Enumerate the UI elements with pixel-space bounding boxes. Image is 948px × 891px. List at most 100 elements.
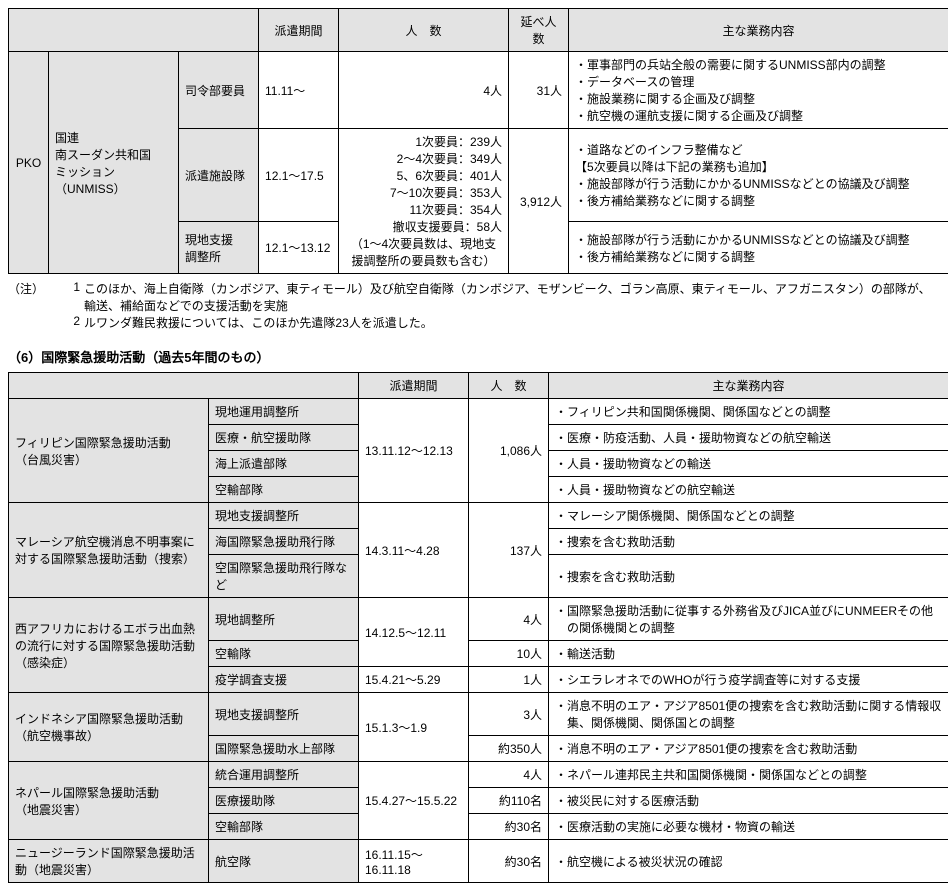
group-name-cell: インドネシア国際緊急援助活動（航空機事故） [9, 693, 209, 762]
pko-label: PKO [9, 52, 49, 274]
duties-cell: ・人員・援助物資などの航空輸送 [549, 477, 948, 503]
unit-cell: 海国際緊急援助飛行隊 [209, 529, 359, 555]
people-line: 1次要員：239人 [345, 133, 502, 150]
unit-cell: 国際緊急援助水上部隊 [209, 736, 359, 762]
duty-line: ・医療活動の実施に必要な機材・物資の輸送 [555, 818, 942, 835]
note-label: （注） [8, 280, 64, 314]
unit-cell: 派遣施設隊 [179, 129, 259, 222]
people-cell: 1次要員：239人2～4次要員：349人5、6次要員：401人7～10次要員：3… [339, 129, 509, 274]
t2-period-header: 派遣期間 [359, 373, 469, 399]
t1-cumulative-header: 延べ人数 [509, 9, 569, 52]
duties-cell: ・輸送活動 [549, 641, 948, 667]
period-cell: 15.1.3～1.9 [359, 693, 469, 762]
duty-line: ・道路などのインフラ整備など [575, 141, 942, 158]
duty-line: ・マレーシア関係機関、関係国などとの調整 [555, 507, 942, 524]
unit-cell: 疫学調査支援 [209, 667, 359, 693]
duty-line: ・国際緊急援助活動に従事する外務省及びJICA並びにUNMEERその他の関係機関… [555, 602, 942, 636]
group-name-cell: ニュージーランド国際緊急援助活動（地震災害） [9, 840, 209, 883]
cumulative-cell: 31人 [509, 52, 569, 129]
duty-line: ・人員・援助物資などの輸送 [555, 455, 942, 472]
note-row: 2ルワンダ難民救援については、このほか先遣隊23人を派遣した。 [8, 314, 940, 331]
duty-line: ・捜索を含む救助活動 [555, 568, 942, 585]
duties-cell: ・道路などのインフラ整備など【5次要員以降は下記の業務も追加】・施設部隊が行う活… [569, 129, 948, 222]
duties-cell: ・医療活動の実施に必要な機材・物資の輸送 [549, 814, 948, 840]
note-label [8, 314, 64, 331]
table-row: ニュージーランド国際緊急援助活動（地震災害）航空隊16.11.15～16.11.… [9, 840, 948, 883]
duty-line: ・被災民に対する医療活動 [555, 792, 942, 809]
duties-cell: ・航空機による被災状況の確認 [549, 840, 948, 883]
t1-period-header: 派遣期間 [259, 9, 339, 52]
unit-cell: 現地支援調整所 [209, 503, 359, 529]
table-row: インドネシア国際緊急援助活動（航空機事故）現地支援調整所15.1.3～1.93人… [9, 693, 948, 736]
period-cell: 14.3.11～4.28 [359, 503, 469, 598]
duty-line: ・データベースの管理 [575, 73, 942, 90]
t2-blank-header [9, 373, 359, 399]
table-row: フィリピン国際緊急援助活動（台風災害）現地運用調整所13.11.12～12.13… [9, 399, 948, 425]
duty-line: ・消息不明のエア・アジア8501便の捜索を含む救助活動に関する情報収集、関係機関… [555, 697, 942, 731]
unit-cell: 航空隊 [209, 840, 359, 883]
duty-line: ・フィリピン共和国関係機関、関係国などとの調整 [555, 403, 942, 420]
unit-cell: 空輸隊 [209, 641, 359, 667]
duties-cell: ・人員・援助物資などの輸送 [549, 451, 948, 477]
duties-cell: ・被災民に対する医療活動 [549, 788, 948, 814]
period-cell: 15.4.21～5.29 [359, 667, 469, 693]
unit-cell: 現地支援調整所 [209, 693, 359, 736]
group-name-cell: フィリピン国際緊急援助活動（台風災害） [9, 399, 209, 503]
unit-cell: 統合運用調整所 [209, 762, 359, 788]
duties-cell: ・捜索を含む救助活動 [549, 555, 948, 598]
group-name-cell: マレーシア航空機消息不明事案に対する国際緊急援助活動（捜索） [9, 503, 209, 598]
people-cell: 約110名 [469, 788, 549, 814]
period-cell: 11.11～ [259, 52, 339, 129]
duty-line: ・ネパール連邦民主共和国関係機関・関係国などとの調整 [555, 766, 942, 783]
people-cell: 約350人 [469, 736, 549, 762]
duty-line: ・シエラレオネでのWHOが行う疫学調査等に対する支援 [555, 671, 942, 688]
people-cell: 1人 [469, 667, 549, 693]
duty-line: ・人員・援助物資などの航空輸送 [555, 481, 942, 498]
unit-cell: 医療援助隊 [209, 788, 359, 814]
duties-cell: ・フィリピン共和国関係機関、関係国などとの調整 [549, 399, 948, 425]
duty-line: ・医療・防疫活動、人員・援助物資などの航空輸送 [555, 429, 942, 446]
duty-line: ・消息不明のエア・アジア8501便の捜索を含む救助活動 [555, 740, 942, 757]
people-cell: 4人 [469, 762, 549, 788]
unit-cell: 海上派遣部隊 [209, 451, 359, 477]
duty-line: ・施設業務に関する企画及び調整 [575, 90, 942, 107]
relief-table: 派遣期間 人 数 主な業務内容 フィリピン国際緊急援助活動（台風災害）現地運用調… [8, 372, 948, 883]
people-cell: 約30名 [469, 840, 549, 883]
duties-cell: ・消息不明のエア・アジア8501便の捜索を含む救助活動に関する情報収集、関係機関… [549, 693, 948, 736]
duty-line: ・後方補給業務などに関する調整 [575, 248, 942, 265]
duties-cell: ・ネパール連邦民主共和国関係機関・関係国などとの調整 [549, 762, 948, 788]
people-cell: 1,086人 [469, 399, 549, 503]
duties-cell: ・医療・防疫活動、人員・援助物資などの航空輸送 [549, 425, 948, 451]
unit-cell: 現地調整所 [209, 598, 359, 641]
note-number: 2 [64, 314, 84, 331]
period-cell: 14.12.5～12.11 [359, 598, 469, 667]
unit-cell: 現地支援調整所 [179, 222, 259, 274]
pko-table: 派遣期間 人 数 延べ人数 主な業務内容 PKO国連南スーダン共和国ミッション（… [8, 8, 948, 274]
duties-cell: ・軍事部門の兵站全般の需要に関するUNMISS部内の調整・データベースの管理・施… [569, 52, 948, 129]
unit-cell: 現地運用調整所 [209, 399, 359, 425]
t2-duties-header: 主な業務内容 [549, 373, 948, 399]
note-row: （注）1このほか、海上自衛隊（カンボジア、東ティモール）及び航空自衛隊（カンボジ… [8, 280, 940, 314]
people-line: 5、6次要員：401人 [345, 167, 502, 184]
t1-blank-header [9, 9, 259, 52]
period-cell: 15.4.27～15.5.22 [359, 762, 469, 840]
duty-line: ・輸送活動 [555, 645, 942, 662]
duty-line: ・施設部隊が行う活動にかかるUNMISSなどとの協議及び調整 [575, 231, 942, 248]
group-name-cell: ネパール国際緊急援助活動（地震災害） [9, 762, 209, 840]
duties-cell: ・マレーシア関係機関、関係国などとの調整 [549, 503, 948, 529]
period-cell: 16.11.15～16.11.18 [359, 840, 469, 883]
duty-line: ・軍事部門の兵站全般の需要に関するUNMISS部内の調整 [575, 56, 942, 73]
unit-cell: 空輸部隊 [209, 814, 359, 840]
duty-line: ・航空機による被災状況の確認 [555, 853, 942, 870]
notes-block: （注）1このほか、海上自衛隊（カンボジア、東ティモール）及び航空自衛隊（カンボジ… [8, 280, 940, 331]
duties-cell: ・施設部隊が行う活動にかかるUNMISSなどとの協議及び調整・後方補給業務などに… [569, 222, 948, 274]
people-line: 7～10次要員：353人 [345, 184, 502, 201]
people-cell: 3人 [469, 693, 549, 736]
period-cell: 12.1～17.5 [259, 129, 339, 222]
cumulative-cell: 3,912人 [509, 129, 569, 274]
duty-line: 【5次要員以降は下記の業務も追加】 [575, 158, 942, 175]
table-row: 西アフリカにおけるエボラ出血熱の流行に対する国際緊急援助活動（感染症）現地調整所… [9, 598, 948, 641]
duty-line: ・施設部隊が行う活動にかかるUNMISSなどとの協議及び調整 [575, 175, 942, 192]
duties-cell: ・シエラレオネでのWHOが行う疫学調査等に対する支援 [549, 667, 948, 693]
duties-cell: ・捜索を含む救助活動 [549, 529, 948, 555]
